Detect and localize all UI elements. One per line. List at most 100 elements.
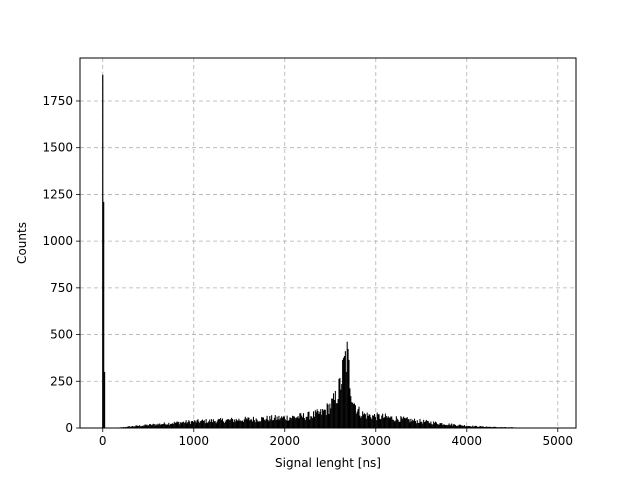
histogram-bar <box>237 420 239 428</box>
histogram-bar <box>424 421 426 428</box>
histogram-bar <box>343 356 345 428</box>
histogram-bar <box>453 424 455 428</box>
histogram-bar <box>367 416 369 428</box>
histogram-bar <box>242 421 244 428</box>
histogram-bar <box>460 424 462 428</box>
histogram-bar <box>484 426 487 428</box>
histogram-bar <box>142 425 144 428</box>
histogram-bar <box>223 423 225 428</box>
histogram-bar <box>241 421 243 428</box>
histogram-bar <box>261 417 263 428</box>
histogram-bar <box>285 420 287 428</box>
histogram-bar <box>199 422 201 428</box>
histogram-bar <box>381 415 383 428</box>
histogram-bar <box>221 420 223 428</box>
histogram-bar <box>236 420 238 428</box>
histogram-bar <box>275 419 277 428</box>
histogram-bar <box>214 421 216 428</box>
histogram-bar <box>373 415 375 428</box>
histogram-bar <box>192 422 194 428</box>
histogram-bar <box>204 423 206 428</box>
histogram-bar <box>303 418 305 428</box>
histogram-bar <box>302 417 304 428</box>
histogram-bar <box>179 424 181 428</box>
histogram-bar <box>328 413 330 428</box>
histogram-bar <box>230 419 232 428</box>
histogram-bar <box>494 426 496 428</box>
histogram-bar <box>358 406 360 428</box>
histogram-bar <box>379 418 381 428</box>
histogram-bar <box>144 424 146 428</box>
histogram-bar <box>397 419 399 428</box>
histogram-bar <box>481 426 483 428</box>
histogram-bar <box>463 425 465 428</box>
histogram-bar <box>395 416 397 428</box>
histogram-bar <box>466 426 468 428</box>
histogram-bar <box>103 371 106 428</box>
histogram-bar <box>286 415 288 428</box>
histogram-bar <box>282 416 285 428</box>
histogram-bar <box>405 417 407 428</box>
histogram-bar <box>208 421 210 428</box>
histogram-bar <box>270 419 272 428</box>
histogram-bar <box>445 424 447 428</box>
histogram-bar <box>446 425 448 428</box>
histogram-bar <box>339 377 341 428</box>
grid <box>80 58 576 428</box>
histogram-bar <box>288 420 290 428</box>
histogram-bar <box>189 421 191 428</box>
histogram-bar <box>295 417 297 428</box>
histogram-bar <box>306 416 308 428</box>
histogram-bar <box>366 412 368 428</box>
histogram-bar <box>340 389 342 428</box>
histogram-bar <box>461 425 463 428</box>
histogram-bar <box>143 425 145 428</box>
histogram-bar <box>184 422 186 428</box>
histogram-bar <box>138 425 140 428</box>
histogram-bar <box>406 417 408 428</box>
histogram-bar <box>255 418 257 428</box>
histogram-bar <box>389 417 391 428</box>
histogram-bar <box>134 426 136 428</box>
histogram-bar <box>470 426 472 428</box>
histogram-bar <box>225 420 227 428</box>
histogram-bar <box>258 421 260 428</box>
histogram-bar <box>493 426 495 428</box>
histogram-bar <box>167 424 169 428</box>
histogram-bar <box>140 426 143 428</box>
histogram-bar <box>146 424 148 428</box>
histogram-bar <box>452 425 454 428</box>
histogram-bar <box>304 419 306 428</box>
histogram-bar <box>326 403 328 428</box>
histogram-bar <box>292 415 294 428</box>
histogram-bar <box>480 426 482 428</box>
histogram-bar <box>323 409 325 428</box>
histogram-bar <box>244 416 246 428</box>
histogram-bar <box>190 423 192 428</box>
histogram-bar <box>396 418 398 428</box>
histogram-bar <box>252 421 254 428</box>
histogram-bar <box>155 424 157 428</box>
histogram-bar <box>200 421 202 428</box>
histogram-bar <box>318 413 320 428</box>
histogram-bar <box>415 423 417 428</box>
histogram-bar <box>305 416 307 428</box>
histogram-bar <box>344 351 346 428</box>
histogram-bar <box>151 424 153 428</box>
histogram-bar <box>433 421 435 428</box>
histogram-bar <box>283 416 285 428</box>
histogram-bar <box>388 417 390 428</box>
histogram-bar <box>409 422 411 428</box>
histogram-bar <box>338 378 340 428</box>
histogram-bar <box>280 417 282 428</box>
histogram-bar <box>353 403 355 428</box>
histogram-bar <box>201 419 204 428</box>
histogram-bar <box>265 418 267 428</box>
histogram-bar <box>334 390 336 428</box>
x-tick-label: 0 <box>99 434 107 448</box>
histogram-bar <box>401 417 403 428</box>
histogram-bar <box>390 416 392 428</box>
histogram-bar <box>382 413 384 428</box>
histogram-bar <box>478 426 480 428</box>
histogram-bar <box>257 421 259 428</box>
